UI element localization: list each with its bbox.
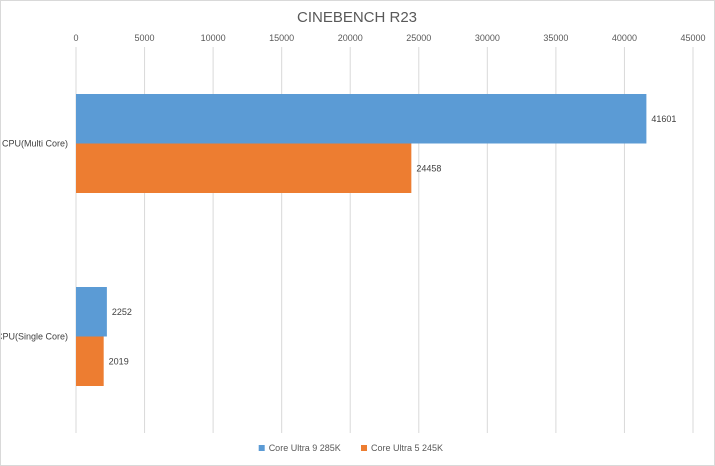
x-tick-label: 45000	[680, 33, 705, 43]
data-label: 24458	[416, 163, 441, 173]
x-tick-label: 20000	[338, 33, 363, 43]
x-tick-label: 10000	[201, 33, 226, 43]
legend-swatch	[258, 445, 265, 451]
x-tick-label: 5000	[135, 33, 155, 43]
bar-Core Ultra 5 245K-CPU(Multi Core)	[76, 143, 412, 193]
x-tick-label: 15000	[269, 33, 294, 43]
bar-Core Ultra 9 285K-CPU(Single Core)	[76, 287, 107, 337]
legend-swatch	[361, 445, 367, 451]
x-tick-label: 30000	[475, 33, 500, 43]
x-tick-label: 35000	[543, 33, 568, 43]
x-tick-label: 0	[73, 33, 78, 43]
bar-Core Ultra 9 285K-CPU(Multi Core)	[76, 94, 647, 144]
x-tick-labels: 0 5000 10000 15000 20000 25000 30000 35000 40000…	[73, 33, 705, 43]
x-tick-label: 25000	[406, 33, 431, 43]
category-label: CPU(Single Core)	[1, 332, 68, 342]
data-labels: 41601 24458 2252 2019	[109, 114, 677, 367]
legend-label: Core Ultra 5 245K	[371, 443, 443, 453]
legend: Core Ultra 9 285K Core Ultra 5 245K	[258, 443, 443, 453]
data-label: 41601	[651, 114, 676, 124]
category-label: CPU(Multi Core)	[2, 139, 68, 149]
chart-title: CINEBENCH R23	[297, 9, 417, 26]
data-label: 2019	[109, 356, 129, 366]
bar-Core Ultra 5 245K-CPU(Single Core)	[76, 336, 104, 386]
legend-label: Core Ultra 9 285K	[269, 443, 341, 453]
category-labels: CPU(Multi Core) CPU(Single Core)	[1, 139, 68, 342]
x-tick-label: 40000	[612, 33, 637, 43]
bars	[76, 94, 647, 386]
data-label: 2252	[112, 307, 132, 317]
